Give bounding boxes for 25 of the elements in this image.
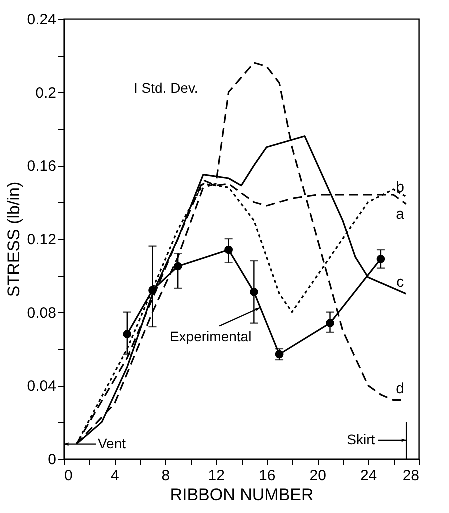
annotation: Vent [98, 435, 126, 452]
x-tick-label: 0 [64, 468, 73, 484]
x-tick-label: 8 [162, 468, 170, 484]
y-tick-label: 0.12 [27, 232, 56, 248]
series-label: a [396, 206, 406, 224]
y-axis-title: STRESS (lb/in) [4, 182, 24, 298]
y-tick-label: 0.2 [36, 84, 56, 102]
annotation: I Std. Dev. [134, 80, 198, 96]
x-tick-label: 20 [310, 468, 326, 484]
x-tick-label: 12 [208, 468, 225, 484]
x-tick-label: 16 [259, 468, 276, 484]
x-axis-title: RIBBON NUMBER [170, 486, 314, 504]
x-tick-label: 24 [360, 468, 378, 484]
y-tick-label: 0.08 [27, 304, 56, 322]
series-label: d [396, 380, 404, 398]
x-tick-label: 4 [111, 468, 120, 484]
x-tick-label: 28 [402, 468, 420, 484]
y-tick-label: 0.16 [27, 158, 56, 176]
y-tick-label: 0 [48, 452, 56, 468]
series-label: b [396, 178, 404, 196]
annotation: Skirt [347, 432, 376, 448]
y-tick-label: 0.04 [27, 378, 56, 396]
annotation: Experimental [170, 328, 252, 345]
series-label: c [396, 274, 405, 291]
y-tick-label: 0.24 [27, 12, 56, 28]
